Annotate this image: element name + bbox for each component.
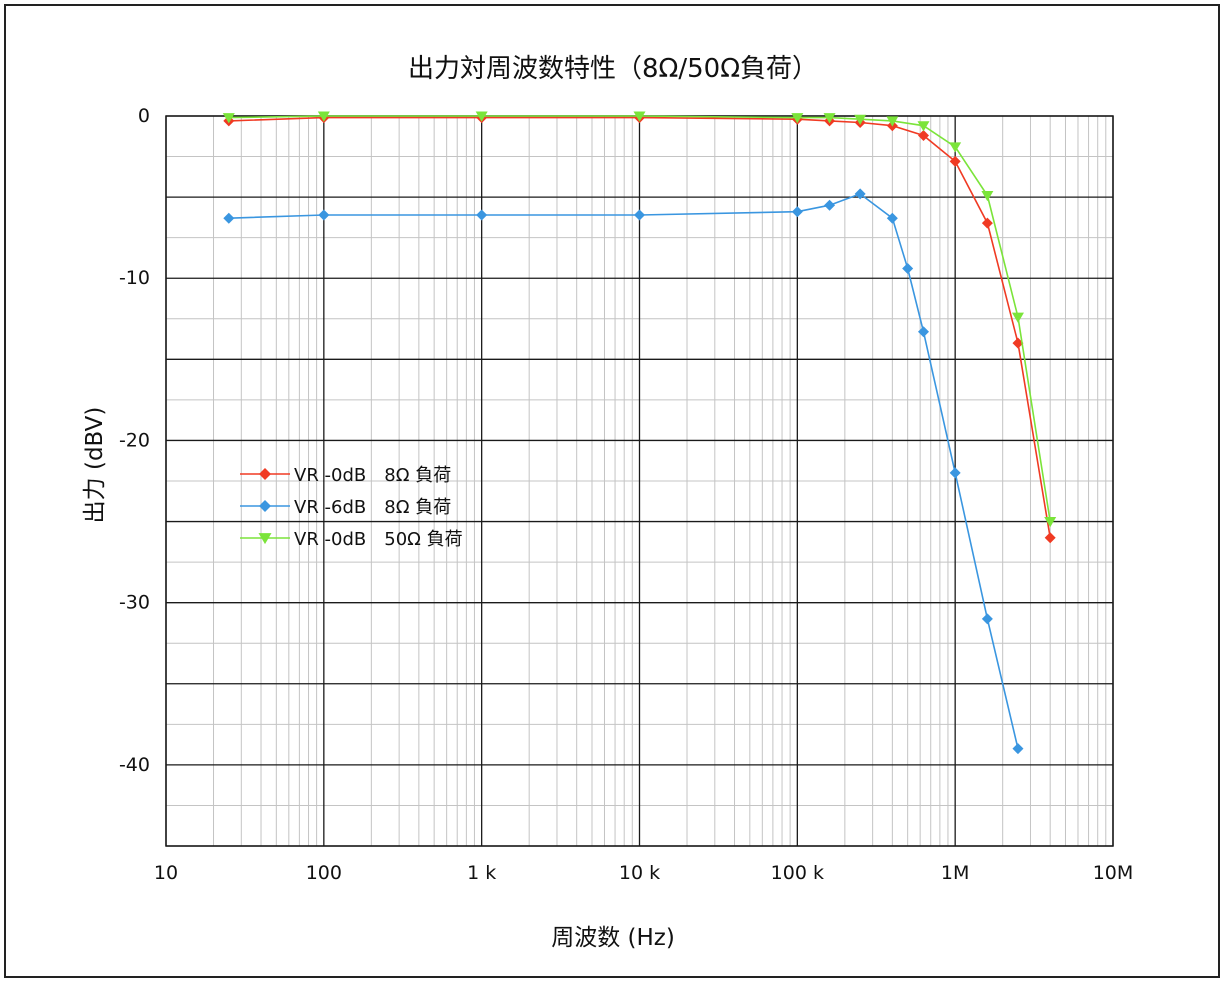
data-point (981, 190, 994, 202)
legend-label: VR -0dB 50Ω 負荷 (294, 529, 463, 550)
data-point (854, 114, 867, 125)
series-2 (222, 111, 1057, 528)
data-point (258, 533, 272, 545)
legend-label: VR -0dB 8Ω 負荷 (294, 465, 452, 486)
data-point (259, 468, 271, 480)
data-point (1012, 337, 1024, 349)
data-point (854, 188, 866, 200)
y-tick-label: 0 (138, 105, 150, 127)
data-point (222, 113, 235, 124)
data-point (791, 206, 803, 218)
legend-label: VR -6dB 8Ω 負荷 (294, 497, 452, 518)
data-point (633, 111, 646, 122)
chart-title: 出力対周波数特性（8Ω/50Ω負荷） (407, 54, 819, 84)
data-point (981, 217, 993, 229)
x-axis-label: 周波数 (Hz) (551, 925, 675, 951)
data-point (917, 326, 929, 338)
data-point (1012, 743, 1024, 755)
legend: VR -0dB 8Ω 負荷 VR -6dB 8Ω 負荷 VR -0dB 50Ω … (240, 458, 463, 554)
data-point (476, 209, 488, 221)
y-tick-label: -30 (119, 592, 150, 614)
data-point (917, 121, 930, 132)
data-point (917, 129, 929, 141)
x-tick-label: 10 (154, 862, 178, 884)
y-tick-label: -20 (119, 429, 150, 451)
data-point (1044, 532, 1056, 544)
y-tick-label: -10 (119, 267, 150, 289)
grid (165, 115, 1114, 847)
x-tick-label: 100 k (771, 862, 824, 884)
data-point (902, 262, 914, 274)
y-axis-label: 出力 (dBV) (82, 406, 108, 524)
data-point (259, 500, 271, 512)
data-point (634, 209, 645, 221)
legend-swatch-0 (240, 468, 290, 480)
x-tick-label: 100 (306, 862, 342, 884)
data-point (949, 467, 961, 479)
data-point (824, 199, 836, 211)
y-tick-label: -40 (119, 754, 150, 776)
data-point (318, 209, 330, 221)
data-point (317, 111, 330, 122)
data-point (949, 142, 962, 153)
x-tick-label: 10 k (619, 862, 660, 884)
legend-item: VR -6dB 8Ω 負荷 (240, 490, 463, 522)
data-point (823, 113, 836, 124)
data-point (223, 212, 235, 224)
data-point (886, 116, 899, 127)
data-point (981, 613, 993, 625)
legend-item: VR -0dB 50Ω 負荷 (240, 522, 463, 554)
chart-frame (4, 4, 1220, 978)
series-1 (223, 188, 1024, 755)
data-point (949, 155, 961, 167)
legend-swatch-1 (240, 500, 290, 512)
x-tick-label: 10M (1093, 862, 1134, 884)
x-tick-label: 1M (941, 862, 969, 884)
data-point (475, 111, 488, 122)
legend-swatch-2 (240, 533, 290, 545)
x-tick-label: 1 k (467, 862, 496, 884)
data-point (1011, 312, 1024, 323)
series-lines (222, 111, 1057, 755)
data-point (1044, 517, 1057, 528)
data-point (791, 113, 804, 124)
tick-labels: 10 100 1 k 10 k 100 k 1M 10M 0 -10 -20 -30 -40 (119, 105, 1133, 884)
legend-item: VR -0dB 8Ω 負荷 (240, 458, 463, 490)
data-point (886, 212, 898, 224)
